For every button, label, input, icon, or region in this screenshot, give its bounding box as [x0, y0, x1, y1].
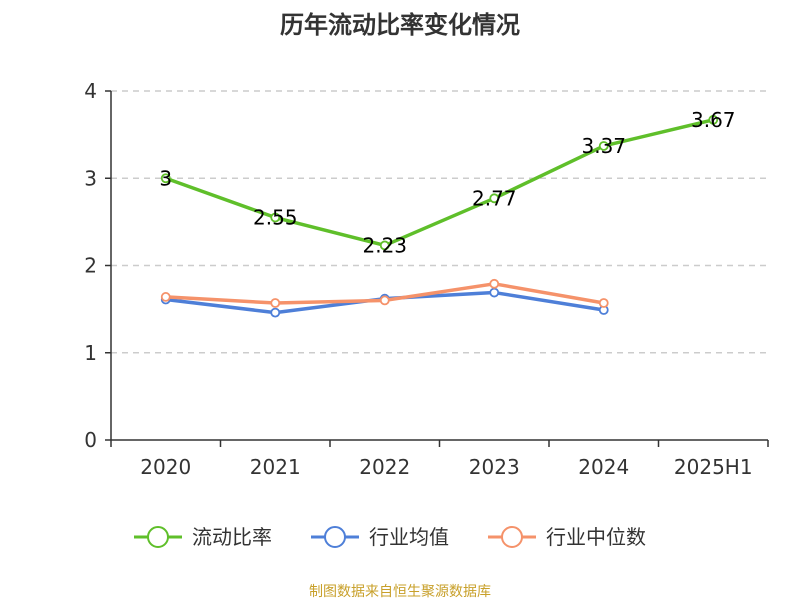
legend-marker	[324, 526, 346, 548]
legend-item[interactable]: 流动比率	[134, 525, 272, 549]
legend-label: 流动比率	[192, 525, 272, 549]
data-point	[489, 287, 500, 298]
x-tick-label: 2024	[578, 455, 629, 479]
y-tick-label: 3	[84, 166, 97, 190]
data-label: 3.67	[691, 108, 736, 132]
data-point	[270, 212, 281, 223]
axes: 0 1 2 3 4 2020 2021 2022 2023 2024 2025H1	[84, 79, 769, 479]
data-label: 2.77	[472, 186, 517, 210]
data-label: 3	[159, 166, 172, 190]
data-point	[270, 307, 281, 318]
y-tick-label: 4	[84, 79, 97, 103]
legend-item[interactable]: 行业均值	[311, 525, 449, 549]
data-point	[379, 295, 390, 306]
data-labels: 3 2.55 2.23 2.77 3.37 3.67	[159, 108, 735, 258]
legend-marker	[501, 526, 523, 548]
data-point	[598, 298, 609, 308]
x-tick-label: 2021	[250, 455, 301, 479]
x-tick-label: 2022	[359, 455, 410, 479]
data-point	[489, 278, 500, 289]
x-tick-label: 2023	[469, 455, 520, 479]
y-tick-label: 2	[84, 254, 97, 278]
x-tick-label: 2020	[140, 455, 191, 479]
legend-label: 行业中位数	[546, 525, 646, 549]
data-point	[270, 298, 281, 308]
x-tick-label: 2025H1	[674, 455, 753, 479]
legend-marker	[147, 526, 169, 548]
legend-label: 行业均值	[369, 525, 449, 549]
chart-title: 历年流动比率变化情况	[280, 11, 520, 39]
data-label: 2.55	[253, 206, 298, 230]
data-point	[708, 114, 719, 125]
data-point	[489, 193, 500, 204]
data-label: 2.23	[362, 233, 407, 257]
y-tick-label: 0	[84, 428, 97, 452]
data-point	[160, 173, 171, 184]
series-layer	[160, 114, 719, 318]
data-point	[379, 240, 390, 251]
data-point	[160, 292, 171, 302]
legend-item[interactable]: 行业中位数	[488, 525, 646, 549]
series-line	[164, 118, 715, 248]
data-point	[598, 141, 609, 151]
legend: 流动比率 行业均值 行业中位数	[134, 525, 646, 549]
data-label: 3.37	[581, 134, 626, 158]
source-note: 制图数据来自恒生聚源数据库	[309, 584, 491, 600]
y-tick-label: 1	[84, 341, 97, 365]
